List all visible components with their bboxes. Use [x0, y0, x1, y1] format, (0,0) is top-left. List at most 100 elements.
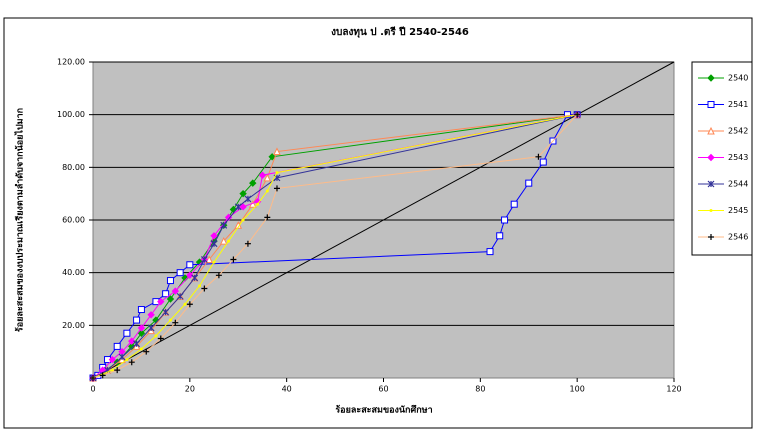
point: [230, 256, 237, 263]
x-axis-title: ร้อยละสะสมของนักศึกษา: [335, 405, 432, 416]
point: [273, 185, 280, 192]
point: [239, 189, 247, 198]
legend-label: 2545: [728, 206, 748, 215]
point: [201, 285, 208, 292]
series-line: [92, 114, 578, 379]
point: [186, 271, 194, 280]
point: [162, 290, 170, 298]
point: [535, 153, 542, 160]
point: [275, 171, 279, 175]
legend-marker: [707, 74, 715, 82]
point: [510, 200, 518, 208]
point: [244, 240, 251, 247]
y-tick-label: 60.00: [62, 216, 85, 225]
point: [220, 221, 228, 229]
y-tick-label: 80.00: [62, 163, 85, 172]
point: [128, 337, 136, 345]
point: [227, 239, 231, 243]
point: [256, 202, 260, 206]
point: [186, 261, 194, 269]
point: [539, 158, 547, 166]
y-axis-title: ร้อยละสะสมของงบประมาณเรียงตามลำดับจากน้อ…: [14, 108, 26, 332]
legend-marker: [707, 180, 715, 188]
legend-marker: [707, 153, 715, 162]
legend-label: 2544: [728, 180, 748, 189]
point: [143, 348, 150, 355]
point: [176, 292, 184, 300]
point: [210, 232, 218, 240]
point: [128, 342, 136, 351]
y-tick-label: 20.00: [62, 321, 85, 330]
point: [496, 232, 504, 240]
point: [110, 368, 114, 372]
legend-box: [691, 61, 753, 256]
point: [265, 189, 269, 193]
x-tick-label: 60: [378, 385, 388, 394]
x-tick-label: 20: [185, 385, 195, 394]
x-tick-label: 80: [475, 385, 485, 394]
point: [210, 240, 218, 248]
legend-marker: [707, 101, 715, 108]
point: [147, 324, 155, 332]
point: [563, 111, 571, 119]
point: [137, 306, 145, 314]
legend-label: 2546: [728, 233, 748, 242]
point: [157, 297, 165, 306]
point: [172, 319, 179, 326]
point: [191, 274, 199, 282]
point: [215, 272, 222, 279]
point: [162, 308, 170, 316]
point: [157, 335, 164, 342]
point: [198, 284, 202, 288]
point: [186, 301, 193, 308]
point: [133, 316, 141, 324]
point: [200, 256, 208, 263]
point: [258, 171, 267, 179]
point: [234, 203, 242, 211]
point: [264, 214, 271, 221]
point: [118, 353, 126, 361]
point: [168, 318, 172, 322]
point: [125, 358, 129, 362]
legend-marker: [709, 209, 713, 212]
y-tick-label: 100.00: [57, 110, 85, 119]
point: [128, 359, 135, 366]
y-tick-label: 40.00: [62, 268, 85, 277]
chart-title: งบลงทุน ป .ตรี ปี 2540-2546: [331, 26, 469, 38]
point: [139, 347, 143, 351]
point: [244, 195, 252, 203]
point: [113, 342, 121, 350]
legend-label: 2542: [728, 127, 748, 136]
point: [183, 302, 187, 306]
point: [239, 203, 247, 211]
x-tick-label: 120: [666, 385, 681, 394]
series-line: [92, 114, 578, 379]
point: [114, 367, 121, 374]
point: [249, 179, 257, 187]
point: [574, 111, 581, 118]
point: [268, 153, 276, 161]
x-tick-label: 100: [570, 385, 585, 394]
x-tick-label: 40: [282, 385, 292, 394]
point: [212, 260, 216, 264]
point: [176, 269, 184, 277]
point: [263, 173, 272, 182]
point: [90, 375, 96, 381]
y-tick-label: 120.00: [57, 58, 85, 67]
point: [486, 248, 494, 256]
point: [147, 311, 155, 319]
legend-label: 2541: [728, 100, 748, 109]
point: [166, 277, 174, 285]
point: [171, 287, 180, 295]
point: [525, 179, 533, 187]
legend-marker: [707, 126, 715, 135]
point: [133, 340, 140, 348]
point: [219, 236, 228, 245]
point: [166, 295, 175, 303]
point: [241, 218, 245, 222]
point: [273, 147, 281, 156]
legend-marker: [708, 234, 714, 240]
point: [154, 334, 158, 338]
point: [99, 372, 106, 379]
